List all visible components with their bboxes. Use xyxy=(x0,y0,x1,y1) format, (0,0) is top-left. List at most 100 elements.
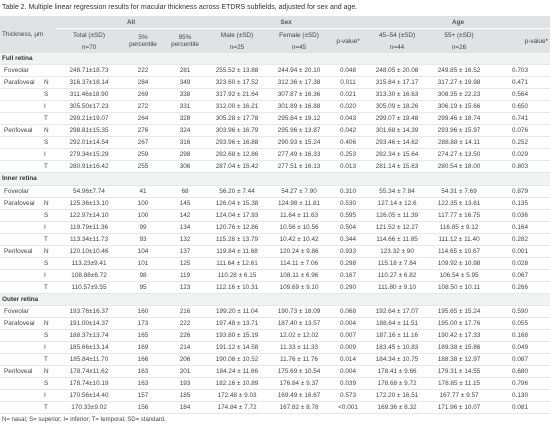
value-cell: 305.28 ± 17.78 xyxy=(206,112,269,126)
table-row: T 299.21±19.07 264 328 305.28 ± 17.78 295.84 … xyxy=(0,112,550,126)
value-cell: 248.71±18.73 xyxy=(56,64,123,78)
value-cell: 324 xyxy=(164,124,207,138)
value-cell: 316 xyxy=(164,136,207,150)
value-cell: 55.34 ± 7.84 xyxy=(366,185,429,198)
value-cell: 114.11 ± 7.06 xyxy=(268,257,331,270)
value-cell: 298.81±15.35 xyxy=(56,124,123,138)
value-cell: 171.96 ± 10.07 xyxy=(428,401,491,415)
value-cell: 109.92 ± 10.98 xyxy=(428,257,491,270)
group-header: All xyxy=(56,16,207,29)
value-cell: 0.933 xyxy=(330,245,367,258)
subfield-cell: T xyxy=(42,233,57,246)
value-cell: 166 xyxy=(122,353,165,367)
value-cell: 193.80 ± 15.19 xyxy=(206,329,269,343)
value-cell: 132 xyxy=(164,233,207,246)
table-row: Foveolar 54.96±7.74 41 68 56.20 ± 7.44 54.27 … xyxy=(0,185,550,198)
value-cell: 111.64 ± 12.61 xyxy=(206,257,269,270)
table-header: Thickness, μm All Sex Age Total (±SD) 5% perc… xyxy=(0,16,550,53)
value-cell: 190.42 ± 17.33 xyxy=(428,329,491,343)
count-header: n=70 xyxy=(81,43,97,51)
region-cell xyxy=(0,160,42,174)
value-cell: 0.055 xyxy=(490,317,550,331)
subfield-cell xyxy=(42,185,57,198)
value-cell: <0.001 xyxy=(330,401,367,415)
value-cell: 115.18 ± 7.84 xyxy=(366,257,429,270)
column-header: p-value* xyxy=(524,37,549,45)
value-cell: 280.54 ± 18.00 xyxy=(428,160,491,174)
value-cell: 182.16 ± 10.89 xyxy=(206,377,269,391)
count-header: n=45 xyxy=(291,43,307,51)
value-cell: 169 xyxy=(122,341,165,355)
region-cell xyxy=(0,341,42,355)
value-cell: 331 xyxy=(164,100,207,114)
subfield-cell: I xyxy=(42,148,57,162)
value-cell: 0.803 xyxy=(490,160,550,174)
value-cell: 100 xyxy=(122,197,165,210)
value-cell: 0.168 xyxy=(490,329,550,343)
value-cell: 305.50±17.23 xyxy=(56,100,123,114)
table-row: S 178.74±10.19 163 193 182.16 ± 10.89 176.84 … xyxy=(0,377,550,391)
table-row: T 185.84±11.70 166 206 190.08 ± 10.52 11.76 ±… xyxy=(0,353,550,367)
region-cell: Parafoveal xyxy=(0,76,42,90)
value-cell: 184.34 ± 10.75 xyxy=(366,353,429,367)
subfield-cell: T xyxy=(42,401,57,415)
value-cell: 187.16 ± 11.16 xyxy=(366,329,429,343)
subfield-cell xyxy=(42,64,57,78)
value-cell: 0.680 xyxy=(490,365,550,379)
value-cell: 192.64 ± 17.07 xyxy=(366,305,429,319)
stub-header: Thickness, μm xyxy=(2,31,44,38)
value-cell: 0.020 xyxy=(330,100,367,114)
value-cell: 54.31 ± 7.69 xyxy=(428,185,491,198)
value-cell: 201 xyxy=(164,365,207,379)
count-header: n=26 xyxy=(451,43,467,51)
value-cell: 101 xyxy=(122,257,165,270)
header-row: Thickness, μm All Sex Age xyxy=(0,16,550,38)
section-row: Outer retina xyxy=(0,293,550,306)
table-row: Parafoveal N 125.36±13.10 100 145 126.04 ± 15… xyxy=(0,197,550,210)
section-title: Full retina xyxy=(0,53,550,66)
value-cell: 184.24 ± 11.66 xyxy=(206,365,269,379)
value-cell: 11.64 ± 11.63 xyxy=(268,209,331,222)
value-cell: 117.77 ± 16.75 xyxy=(428,209,491,222)
value-cell: 187.40 ± 13.57 xyxy=(268,317,331,331)
value-cell: 0.028 xyxy=(490,257,550,270)
value-cell: 110.28 ± 6.15 xyxy=(206,269,269,282)
region-cell xyxy=(0,329,42,343)
region-cell: Parafoveal xyxy=(0,197,42,210)
value-cell: 170.56±14.40 xyxy=(56,389,123,403)
value-cell: 281 xyxy=(164,64,207,78)
subfield-cell: N xyxy=(42,197,57,210)
value-cell: 123 xyxy=(164,281,207,294)
value-cell: 222 xyxy=(164,317,207,331)
value-cell: 277.49 ± 16.33 xyxy=(268,148,331,162)
value-cell: 156 xyxy=(122,401,165,415)
region-cell: Foveolar xyxy=(0,64,42,78)
region-cell xyxy=(0,353,42,367)
region-cell xyxy=(0,112,42,126)
value-cell: 0.282 xyxy=(490,233,550,246)
value-cell: 120.24 ± 9.86 xyxy=(268,245,331,258)
region-cell xyxy=(0,88,42,102)
value-cell: 315.84 ± 17.17 xyxy=(366,76,429,90)
value-cell: 11.76 ± 11.76 xyxy=(268,353,331,367)
value-cell: 178.74±11.62 xyxy=(56,365,123,379)
column-header: Male (±SD) xyxy=(220,31,254,39)
column-header: 45–54 (±SD) xyxy=(378,31,416,39)
value-cell: 185.84±11.70 xyxy=(56,353,123,367)
column-header: 55+ (±SD) xyxy=(444,31,474,39)
subfield-cell: T xyxy=(42,353,57,367)
value-cell: 183.45 ± 10.83 xyxy=(366,341,429,355)
value-cell: 108.88±6.72 xyxy=(56,269,123,282)
value-cell: 0.573 xyxy=(330,389,367,403)
value-cell: 0.879 xyxy=(490,185,550,198)
table: Thickness, μm All Sex Age Total (±SD) 5% perc… xyxy=(0,16,550,415)
value-cell: 176.84 ± 9.37 xyxy=(268,377,331,391)
region-cell xyxy=(0,233,42,246)
value-cell: 0.014 xyxy=(330,353,367,367)
value-cell: 193.76±16.37 xyxy=(56,305,123,319)
value-cell: 191.00±14.37 xyxy=(56,317,123,331)
value-cell: 10.42 ± 10.42 xyxy=(268,233,331,246)
value-cell: 272 xyxy=(122,100,165,114)
value-cell: 179.31 ± 14.55 xyxy=(428,365,491,379)
value-cell: 316.37±18.14 xyxy=(56,76,123,90)
